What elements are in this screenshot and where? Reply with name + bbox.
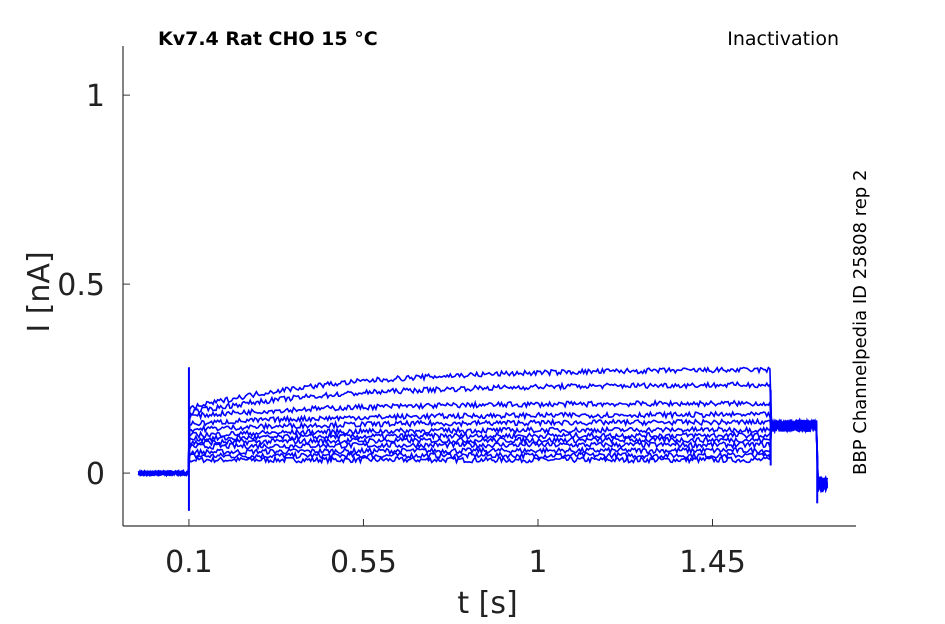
y-tick-label: 0 [86, 457, 105, 492]
chart-title-left: Kv7.4 Rat CHO 15 °C [158, 28, 378, 50]
x-axis-label: t [s] [457, 586, 518, 621]
current-trace [138, 418, 829, 492]
chart-title-right: Inactivation [727, 28, 839, 50]
current-trace [137, 365, 829, 493]
current-trace [137, 419, 829, 494]
current-trace [137, 419, 829, 491]
side-annotation: BBP Channelpedia ID 25808 rep 2 [850, 169, 871, 475]
current-trace [138, 418, 829, 491]
x-tick-label: 1 [528, 545, 547, 580]
x-tick-label: 1.45 [679, 545, 746, 580]
y-tick-label: 1 [86, 79, 105, 114]
y-axis-label: I [nA] [22, 251, 57, 333]
current-trace [138, 417, 829, 492]
current-trace [137, 380, 828, 488]
tick-group: 0.1 0.55 1 1.45 0 0.5 1 [57, 79, 746, 580]
current-trace [137, 417, 829, 490]
trace-group [137, 365, 829, 511]
x-tick-label: 0.55 [330, 545, 397, 580]
current-trace [137, 398, 829, 489]
current-trace [137, 410, 829, 494]
y-tick-label: 0.5 [57, 268, 105, 303]
x-tick-label: 0.1 [165, 545, 213, 580]
